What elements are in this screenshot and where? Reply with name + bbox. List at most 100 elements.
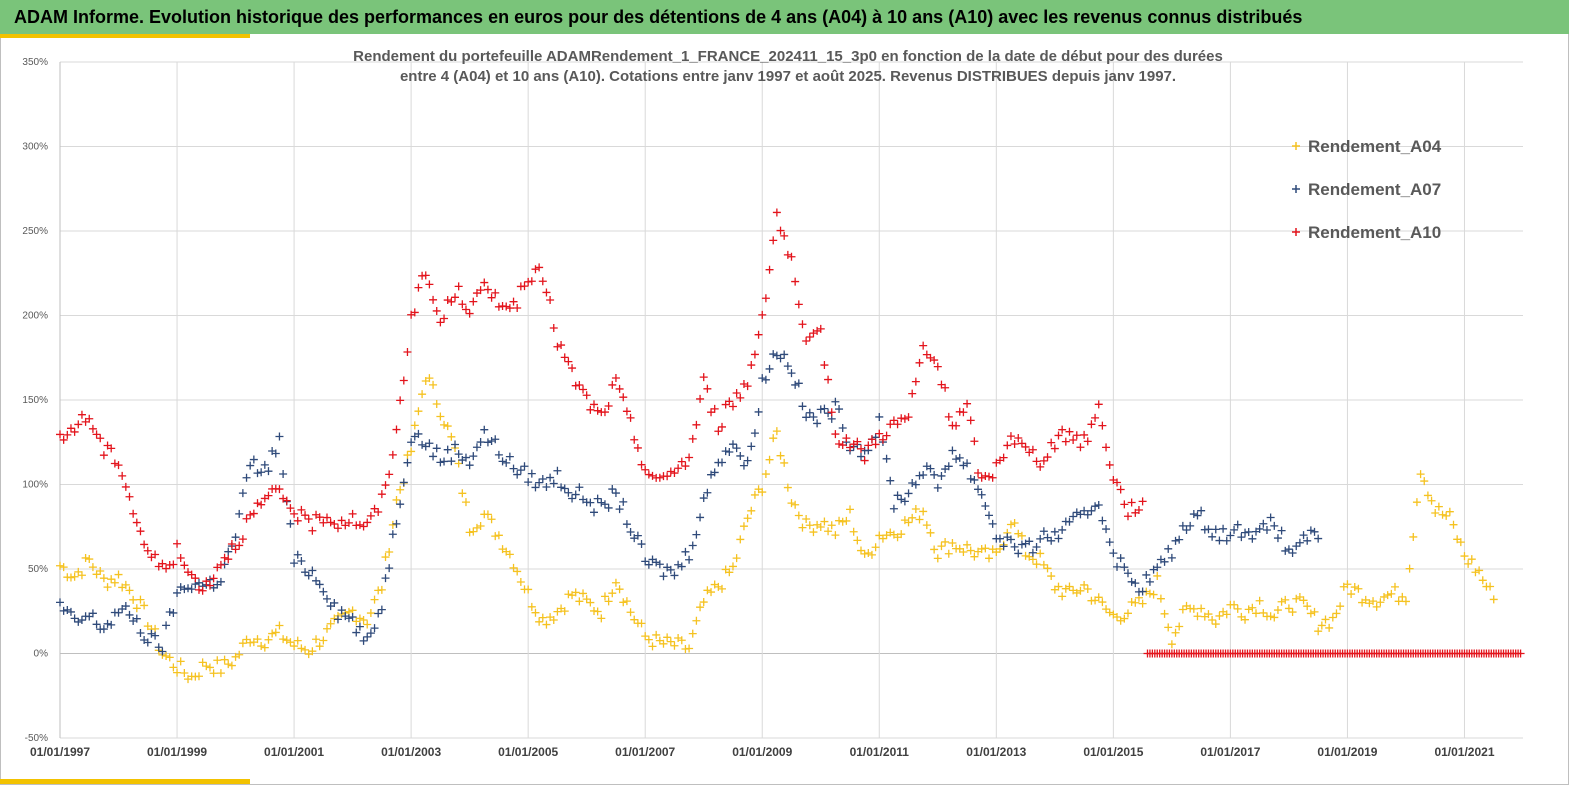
point-rendement-a04: [494, 531, 503, 540]
point-rendement-a04: [1189, 604, 1198, 613]
point-rendement-a07: [297, 556, 306, 565]
point-rendement-a10: [904, 413, 913, 422]
point-rendement-a07: [465, 461, 474, 470]
point-rendement-a07: [461, 453, 470, 462]
point-rendement-a07: [1160, 557, 1169, 566]
point-rendement-a07: [604, 503, 613, 512]
point-rendement-a07: [546, 473, 555, 482]
chart-legend: Rendement_A04 Rendement_A07 Rendement_A10: [1292, 137, 1442, 242]
point-rendement-a04: [571, 588, 580, 597]
point-rendement-a07: [626, 527, 635, 536]
point-rendement-a07: [1248, 534, 1257, 543]
point-rendement-a07: [476, 438, 485, 447]
point-rendement-a07: [1281, 546, 1290, 555]
point-rendement-a10: [648, 471, 657, 480]
point-rendement-a04: [1058, 592, 1067, 601]
point-rendement-a04: [1284, 604, 1293, 613]
point-rendement-a04: [194, 672, 203, 681]
point-rendement-a10: [1094, 400, 1103, 409]
point-rendement-a10: [344, 518, 353, 527]
point-rendement-a10: [132, 518, 141, 527]
point-rendement-a07: [322, 594, 331, 603]
point-rendement-a10: [1036, 462, 1045, 471]
point-rendement-a04: [472, 523, 481, 532]
point-rendement-a07: [677, 562, 686, 571]
point-rendement-a07: [1171, 536, 1180, 545]
point-rendement-a04: [696, 603, 705, 612]
point-rendement-a04: [355, 614, 364, 623]
point-rendement-a07: [1182, 525, 1191, 534]
point-rendement-a07: [290, 559, 299, 568]
point-rendement-a10: [824, 375, 833, 384]
point-rendement-a07: [224, 547, 233, 556]
point-rendement-a04: [1241, 615, 1250, 624]
point-rendement-a07: [74, 617, 83, 626]
point-rendement-a10: [1105, 460, 1114, 469]
point-rendement-a04: [1032, 560, 1041, 569]
point-rendement-a07: [758, 374, 767, 383]
point-rendement-a04: [216, 669, 225, 678]
point-rendement-a04: [809, 528, 818, 537]
point-rendement-a07: [798, 402, 807, 411]
point-rendement-a04: [659, 639, 668, 648]
legend-label: Rendement_A04: [1308, 137, 1442, 156]
point-rendement-a07: [633, 531, 642, 540]
point-rendement-a10: [644, 470, 653, 479]
point-rendement-a07: [985, 511, 994, 520]
point-rendement-a07: [1193, 511, 1202, 520]
point-rendement-a04: [1138, 599, 1147, 608]
point-rendement-a04: [791, 500, 800, 509]
point-rendement-a04: [1445, 507, 1454, 516]
point-rendement-a04: [1281, 595, 1290, 604]
point-rendement-a07: [330, 598, 339, 607]
point-rendement-a07: [77, 616, 86, 625]
point-rendement-a04: [425, 374, 434, 383]
point-rendement-a04: [1113, 613, 1122, 622]
point-rendement-a07: [498, 457, 507, 466]
point-rendement-a10: [253, 499, 262, 508]
point-rendement-a10: [732, 388, 741, 397]
point-rendement-a10: [92, 430, 101, 439]
point-rendement-a10: [893, 420, 902, 429]
point-rendement-a10: [447, 297, 456, 306]
point-rendement-a07: [944, 462, 953, 471]
point-rendement-a07: [1025, 537, 1034, 546]
point-rendement-a07: [337, 606, 346, 615]
point-rendement-a04: [761, 470, 770, 479]
point-rendement-a04: [1047, 572, 1056, 581]
point-rendement-a04: [381, 553, 390, 562]
point-rendement-a07: [63, 605, 72, 614]
point-rendement-a07: [286, 519, 295, 528]
x-tick-label: 01/01/2009: [732, 745, 792, 759]
point-rendement-a10: [674, 464, 683, 473]
point-rendement-a07: [1186, 521, 1195, 530]
point-rendement-a04: [685, 644, 694, 653]
point-rendement-a04: [1390, 582, 1399, 591]
point-rendement-a07: [381, 574, 390, 583]
point-rendement-a07: [56, 598, 64, 607]
point-rendement-a10: [1010, 440, 1019, 449]
point-rendement-a04: [114, 570, 123, 579]
point-rendement-a04: [125, 586, 134, 595]
point-rendement-a04: [805, 521, 814, 530]
point-rendement-a04: [1094, 593, 1103, 602]
point-rendement-a07: [875, 412, 884, 421]
point-rendement-a07: [765, 364, 774, 373]
point-rendement-a04: [418, 390, 427, 399]
point-rendement-a10: [579, 385, 588, 394]
point-rendement-a07: [666, 565, 675, 574]
x-tick-label: 01/01/2019: [1317, 745, 1377, 759]
point-rendement-a07: [154, 643, 163, 652]
point-rendement-a10: [264, 491, 273, 500]
point-rendement-a07: [1295, 538, 1304, 547]
point-rendement-a07: [527, 469, 536, 478]
point-rendement-a10: [725, 397, 734, 406]
point-rendement-a07: [886, 476, 895, 485]
point-rendement-a07: [194, 578, 203, 587]
point-rendement-a04: [483, 510, 492, 519]
point-rendement-a04: [714, 582, 723, 591]
point-rendement-a07: [710, 468, 719, 477]
point-rendement-a04: [513, 567, 522, 576]
point-rendement-a10: [337, 516, 346, 525]
point-rendement-a07: [88, 609, 97, 618]
